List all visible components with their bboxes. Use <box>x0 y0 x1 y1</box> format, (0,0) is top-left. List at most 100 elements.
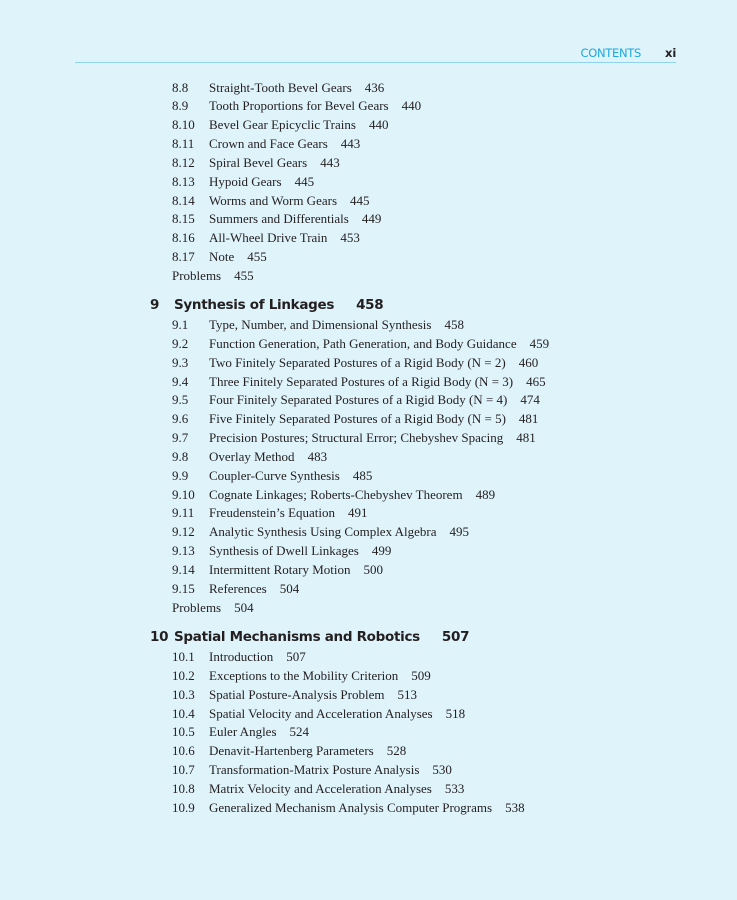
toc-entry[interactable]: 8.11 Crown and Face Gears 443 <box>0 135 737 154</box>
toc-entry-number: 10.9 <box>172 799 195 815</box>
toc-entry[interactable]: 9.1 Type, Number, and Dimensional Synthes… <box>0 316 737 335</box>
toc-entry-title: Summers and Differentials <box>209 211 349 227</box>
toc-entry-page: 500 <box>363 561 384 577</box>
toc-entry-text: Straight-Tooth Bevel Gears 436 <box>209 79 384 98</box>
toc-entry-title: Crown and Face Gears <box>209 136 328 152</box>
toc-entry-page: 491 <box>348 505 368 521</box>
toc-entry[interactable]: 8.12 Spiral Bevel Gears 443 <box>0 154 737 173</box>
toc-entry-page: 443 <box>320 154 340 170</box>
toc-entry-number: 10.4 <box>172 705 195 721</box>
toc-entry-page: 513 <box>397 686 418 702</box>
toc-entry[interactable]: 10.3 Spatial Posture-Analysis Problem 513 <box>0 686 737 705</box>
toc-entry-text: Three Finitely Separated Postures of a R… <box>209 373 546 392</box>
toc-entry-title: Hypoid Gears <box>209 173 282 189</box>
toc-entry-text: All-Wheel Drive Train 453 <box>209 229 360 248</box>
toc-entry[interactable]: 8.16 All-Wheel Drive Train 453 <box>0 229 737 248</box>
toc-entry-number: 9.7 <box>172 430 189 446</box>
toc-problems-page: 455 <box>234 267 254 283</box>
toc-entry[interactable]: 9.14 Intermittent Rotary Motion 500 <box>0 561 737 580</box>
toc-entry[interactable]: 9.6 Five Finitely Separated Postures of a… <box>0 410 737 429</box>
toc-entry-page: 465 <box>526 373 546 389</box>
toc-entry-page: 440 <box>368 117 389 133</box>
toc-entry-number: 9.2 <box>172 335 189 351</box>
toc-entry[interactable]: 9.12 Analytic Synthesis Using Complex Alg… <box>0 523 737 542</box>
toc-block-chapter-10: 10 Spatial Mechanisms and Robotics 507 10.1… <box>0 627 737 818</box>
toc-entry[interactable]: 10.9 Generalized Mechanism Analysis Compu… <box>0 799 737 818</box>
toc-entry-title: All-Wheel Drive Train <box>209 230 328 246</box>
toc-entry-text: Worms and Worm Gears 445 <box>209 192 370 211</box>
toc-entry-title: Precision Postures; Structural Error; Ch… <box>209 430 504 446</box>
toc-entry-title: Note <box>209 249 235 265</box>
toc-entry[interactable]: 8.8 Straight-Tooth Bevel Gears 436 <box>0 79 737 98</box>
toc-entry-page: 518 <box>445 705 466 721</box>
toc-entry-title: Intermittent Rotary Motion <box>209 561 351 577</box>
toc-entry[interactable]: 9.5 Four Finitely Separated Postures of a… <box>0 391 737 410</box>
toc-entry-page: 489 <box>475 486 496 502</box>
toc-entry-number: 9.10 <box>172 486 195 502</box>
toc-entry[interactable]: 9.7 Precision Postures; Structural Error;… <box>0 429 737 448</box>
toc-entry-page: 509 <box>411 667 431 683</box>
toc-entry-page: 483 <box>307 448 328 464</box>
toc-entry[interactable]: 10.7 Transformation-Matrix Posture Analys… <box>0 761 737 780</box>
toc-entry[interactable]: 8.17 Note 455 <box>0 248 737 267</box>
toc-entry[interactable]: 9.10 Cognate Linkages; Roberts-Chebyshev … <box>0 486 737 505</box>
toc-entry[interactable]: 10.1 Introduction 507 <box>0 648 737 667</box>
toc-problems[interactable]: Problems 504 <box>0 599 737 618</box>
toc-entry[interactable]: 9.11 Freudenstein’s Equation 491 <box>0 504 737 523</box>
toc-entry-title: Freudenstein’s Equation <box>209 505 336 521</box>
toc-entry[interactable]: 9.15 References 504 <box>0 580 737 599</box>
toc-entry[interactable]: 10.6 Denavit-Hartenberg Parameters 528 <box>0 742 737 761</box>
toc-entry[interactable]: 8.10 Bevel Gear Epicyclic Trains 440 <box>0 116 737 135</box>
chapter-title: Spatial Mechanisms and Robotics 507 <box>174 627 470 647</box>
toc-entry-page: 436 <box>364 79 385 95</box>
toc-entry-title: Spiral Bevel Gears <box>209 154 308 170</box>
toc-entry-title: Function Generation, Path Generation, an… <box>209 335 517 351</box>
toc-entry[interactable]: 9.4 Three Finitely Separated Postures of … <box>0 373 737 392</box>
toc-problems[interactable]: Problems 455 <box>0 267 737 286</box>
toc-entry[interactable]: 8.9 Tooth Proportions for Bevel Gears 440 <box>0 97 737 116</box>
running-header-section: CONTENTS <box>580 46 641 60</box>
toc-entry-number: 8.16 <box>172 230 195 246</box>
toc-entry-title: Five Finitely Separated Postures of a Ri… <box>209 411 506 427</box>
toc-problems-label: Problems <box>172 267 222 283</box>
toc-entry-title: Synthesis of Dwell Linkages <box>209 543 359 559</box>
toc-entry[interactable]: 8.14 Worms and Worm Gears 445 <box>0 192 737 211</box>
toc-entry-title: Straight-Tooth Bevel Gears <box>209 79 352 95</box>
toc-entry-text: Synthesis of Dwell Linkages 499 <box>209 542 391 561</box>
toc-entry-page: 455 <box>247 249 267 265</box>
chapter-page: 458 <box>356 297 384 313</box>
toc-entry[interactable]: 9.3 Two Finitely Separated Postures of a … <box>0 354 737 373</box>
header-rule <box>75 62 676 63</box>
toc-entry[interactable]: 9.9 Coupler-Curve Synthesis 485 <box>0 467 737 486</box>
toc-entry-text: Crown and Face Gears 443 <box>209 135 360 154</box>
toc-entry-title: Two Finitely Separated Postures of a Rig… <box>209 354 506 370</box>
toc-entry[interactable]: 9.2 Function Generation, Path Generation,… <box>0 335 737 354</box>
toc-entry[interactable]: 9.13 Synthesis of Dwell Linkages 499 <box>0 542 737 561</box>
toc-entry-title: Generalized Mechanism Analysis Computer … <box>209 799 493 815</box>
toc-entry-number: 9.15 <box>172 580 195 596</box>
toc-entry-text: Analytic Synthesis Using Complex Algebra… <box>209 523 469 542</box>
toc-entry-title: Analytic Synthesis Using Complex Algebra <box>209 524 437 540</box>
toc-entry[interactable]: 10.5 Euler Angles 524 <box>0 723 737 742</box>
toc-entry-title: Four Finitely Separated Postures of a Ri… <box>209 392 508 408</box>
toc-entry-text: Hypoid Gears 445 <box>209 173 314 192</box>
toc-entry-number: 10.7 <box>172 762 195 778</box>
toc-entry[interactable]: 10.8 Matrix Velocity and Acceleration Ana… <box>0 780 737 799</box>
toc-entry-page: 481 <box>518 411 539 427</box>
toc-entry-text: Bevel Gear Epicyclic Trains 440 <box>209 116 388 135</box>
toc-problems-text: Problems 504 <box>172 599 254 618</box>
toc-entry-page: 474 <box>520 392 540 408</box>
toc-entry-text: Intermittent Rotary Motion 500 <box>209 561 383 580</box>
toc-entry[interactable]: 10.2 Exceptions to the Mobility Criterion… <box>0 667 737 686</box>
toc-entry-number: 10.8 <box>172 780 195 796</box>
toc-entry[interactable]: 9.8 Overlay Method 483 <box>0 448 737 467</box>
chapter-page: 507 <box>441 629 470 645</box>
toc-entry[interactable]: 8.13 Hypoid Gears 445 <box>0 173 737 192</box>
toc-entry-number: 8.10 <box>172 117 195 133</box>
toc-entry-title: References <box>209 580 267 596</box>
toc-entry-title: Transformation-Matrix Posture Analysis <box>209 762 420 778</box>
toc-entry-number: 9.12 <box>172 524 195 540</box>
toc-entry-title: Spatial Posture-Analysis Problem <box>209 686 385 702</box>
toc-entry[interactable]: 8.15 Summers and Differentials 449 <box>0 210 737 229</box>
toc-entry[interactable]: 10.4 Spatial Velocity and Acceleration An… <box>0 705 737 724</box>
